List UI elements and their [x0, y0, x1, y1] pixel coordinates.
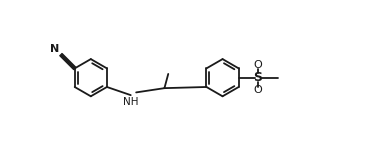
- Text: S: S: [253, 71, 263, 84]
- Text: NH: NH: [123, 97, 138, 107]
- Text: O: O: [254, 60, 262, 70]
- Text: N: N: [50, 44, 60, 54]
- Text: O: O: [254, 85, 262, 95]
